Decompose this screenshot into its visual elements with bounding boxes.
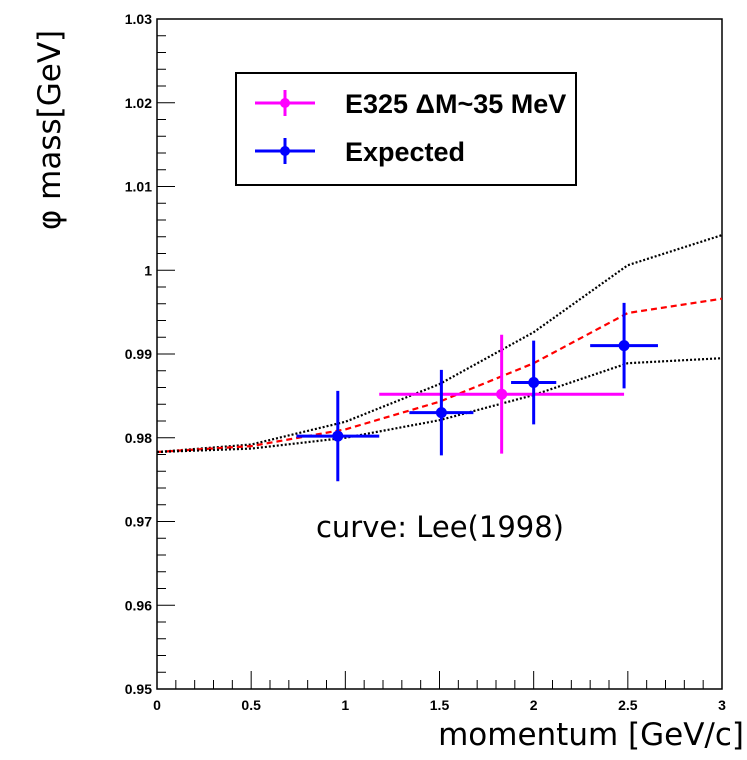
legend-marker-point-e325 (280, 98, 290, 108)
data-point (379, 334, 625, 454)
data-marker (332, 430, 344, 442)
legend-box (235, 72, 577, 186)
y-axis-title: φ mass[GeV] (32, 30, 68, 230)
data-marker (528, 376, 540, 388)
data-point (409, 369, 474, 456)
y-tick-label: 0.98 (125, 430, 152, 446)
data-marker (435, 407, 447, 419)
x-tick-label: 1.5 (430, 697, 450, 713)
y-tick-label: 1.02 (125, 95, 152, 111)
legend: E325 ΔM~35 MeV Expected (235, 72, 577, 186)
x-tick-label: 0 (153, 697, 161, 713)
legend-marker-point-expected (280, 146, 290, 156)
theory-curve-1 (156, 297, 723, 454)
legend-label-e325: E325 ΔM~35 MeV (345, 89, 566, 119)
theory-curve-2 (156, 357, 723, 454)
x-tick-label: 3 (718, 697, 726, 713)
x-tick-label: 2 (530, 697, 538, 713)
y-tick-label: 0.95 (125, 681, 152, 697)
x-tick-label: 2.5 (618, 697, 638, 713)
legend-label-expected: Expected (345, 137, 465, 167)
x-tick-label: 0.5 (241, 697, 261, 713)
y-tick-label: 0.99 (125, 346, 152, 362)
curve-annotation: curve: Lee(1998) (316, 510, 564, 544)
y-tick-label: 1 (144, 262, 152, 278)
theory-curve-0 (156, 234, 723, 454)
data-point (590, 302, 658, 389)
data-marker (496, 388, 508, 400)
y-tick-label: 0.97 (125, 514, 152, 530)
data-point (296, 390, 380, 482)
y-tick-label: 1.03 (125, 11, 152, 27)
x-tick-label: 1 (341, 697, 349, 713)
y-tick-label: 0.96 (125, 597, 152, 613)
y-tick-label: 1.01 (125, 179, 152, 195)
data-marker (618, 340, 630, 352)
data-point (511, 340, 557, 425)
x-axis-title: momentum [GeV/c] (438, 717, 744, 753)
